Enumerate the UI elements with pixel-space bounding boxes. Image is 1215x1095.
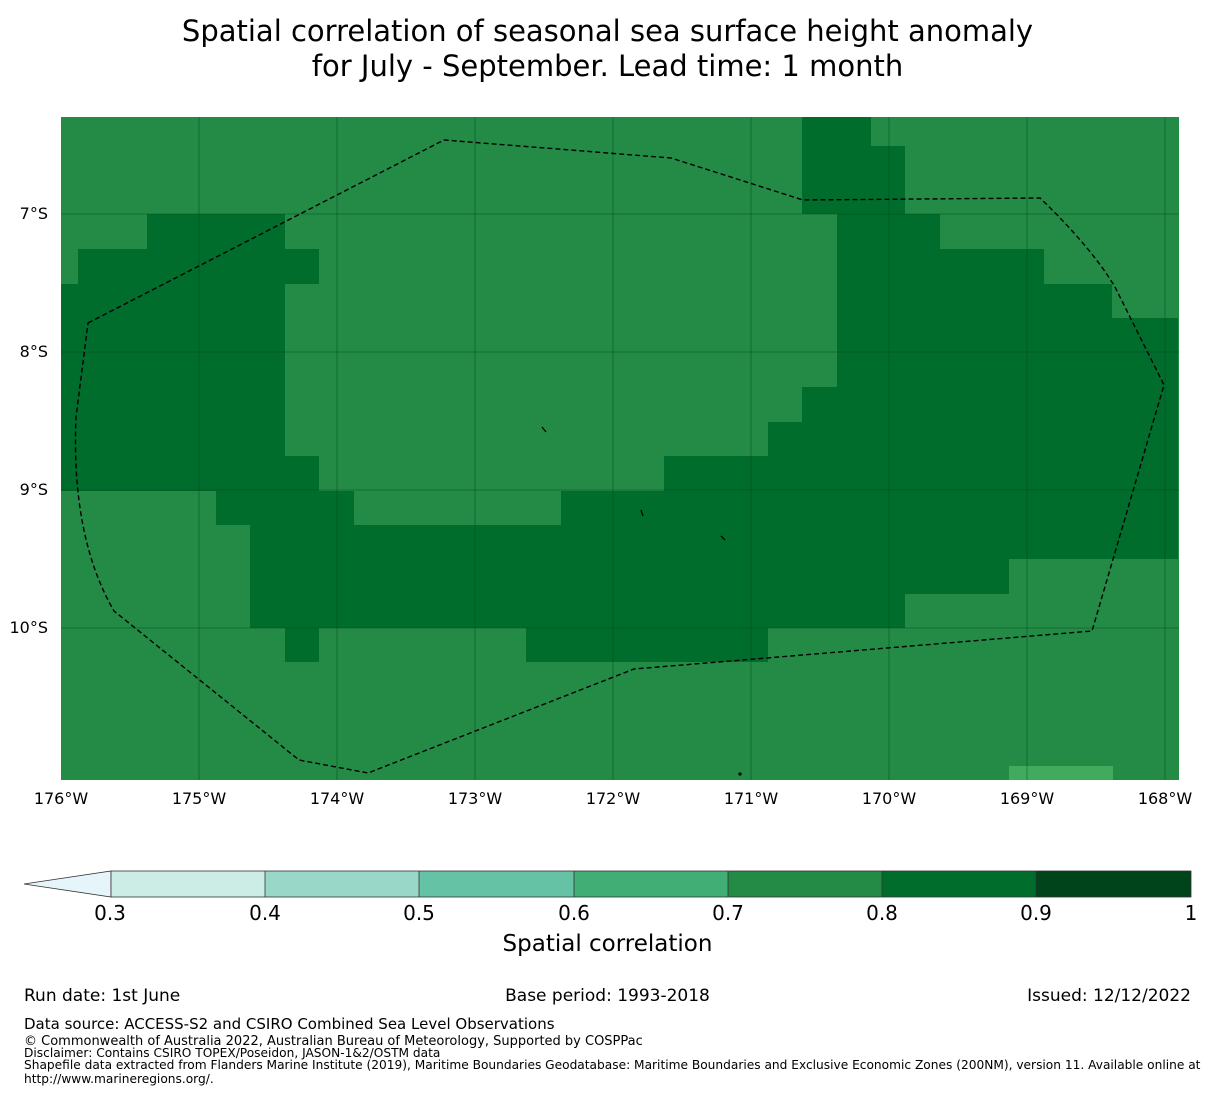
lat-label-9s: 9°S [19, 480, 48, 499]
colorbar-bin-0.4-0.5 [265, 871, 419, 897]
colorbar-bin-0.7-0.8 [728, 871, 882, 897]
disclaimer: Disclaimer: Contains CSIRO TOPEX/Poseido… [24, 1046, 441, 1060]
colorbar-tick-0.6: 0.6 [558, 901, 590, 925]
colorbar-bin-0.6-0.7 [574, 871, 728, 897]
colorbar-bin-0.5-0.6 [419, 871, 574, 897]
graticule [61, 117, 1179, 780]
colorbar-tick-0.9: 0.9 [1020, 901, 1052, 925]
colorbar-tick-0.8: 0.8 [866, 901, 898, 925]
base-period: Base period: 1993-2018 [505, 986, 710, 1006]
lat-label-7s: 7°S [19, 204, 48, 223]
lat-label-10s: 10°S [9, 618, 48, 637]
shapefile-url[interactable]: http://www.marineregions.org/. [24, 1072, 214, 1086]
colorbar-tick-0.4: 0.4 [249, 901, 281, 925]
lon-label-171w: 171°W [723, 789, 779, 808]
colorbar-tick-1: 1 [1184, 901, 1198, 925]
title-line-2: for July - September. Lead time: 1 month [311, 49, 904, 83]
map-svg [61, 117, 1179, 780]
lon-label-175w: 175°W [171, 789, 227, 808]
colorbar-tick-0.3: 0.3 [94, 901, 126, 925]
colorbar-bin-0.9-1 [1036, 871, 1191, 897]
data-source: Data source: ACCESS-S2 and CSIRO Combine… [24, 1015, 555, 1033]
shapefile-credit: Shapefile data extracted from Flanders M… [24, 1058, 1201, 1072]
copyright: © Commonwealth of Australia 2022, Austra… [24, 1034, 643, 1049]
correlation-low-cell [1009, 766, 1113, 780]
lon-label-170w: 170°W [861, 789, 917, 808]
colorbar-bin-0.8-0.9 [882, 871, 1036, 897]
lon-label-172w: 172°W [585, 789, 641, 808]
chart-title: Spatial correlation of seasonal sea surf… [0, 14, 1215, 84]
colorbar-bin-0.3-0.4 [111, 871, 265, 897]
eez-boundary [74, 139, 1165, 774]
colorbar-tick-0.7: 0.7 [712, 901, 744, 925]
colorbar-tick-0.5: 0.5 [403, 901, 435, 925]
colorbar-extend-arrow [23, 870, 112, 898]
lon-label-174w: 174°W [309, 789, 365, 808]
colorbar [23, 870, 1192, 898]
map-panel[interactable] [61, 117, 1179, 780]
run-date: Run date: 1st June [24, 986, 181, 1006]
title-line-1: Spatial correlation of seasonal sea surf… [181, 14, 1034, 48]
lat-label-8s: 8°S [19, 342, 48, 361]
issued-date: Issued: 12/12/2022 [1027, 986, 1191, 1006]
lon-label-169w: 169°W [999, 789, 1055, 808]
colorbar-label: Spatial correlation [502, 931, 713, 957]
lon-label-176w: 176°W [33, 789, 89, 808]
lon-label-168w: 168°W [1137, 789, 1193, 808]
correlation-high-region [61, 117, 1178, 662]
lon-label-173w: 173°W [447, 789, 503, 808]
islands [541, 426, 742, 776]
